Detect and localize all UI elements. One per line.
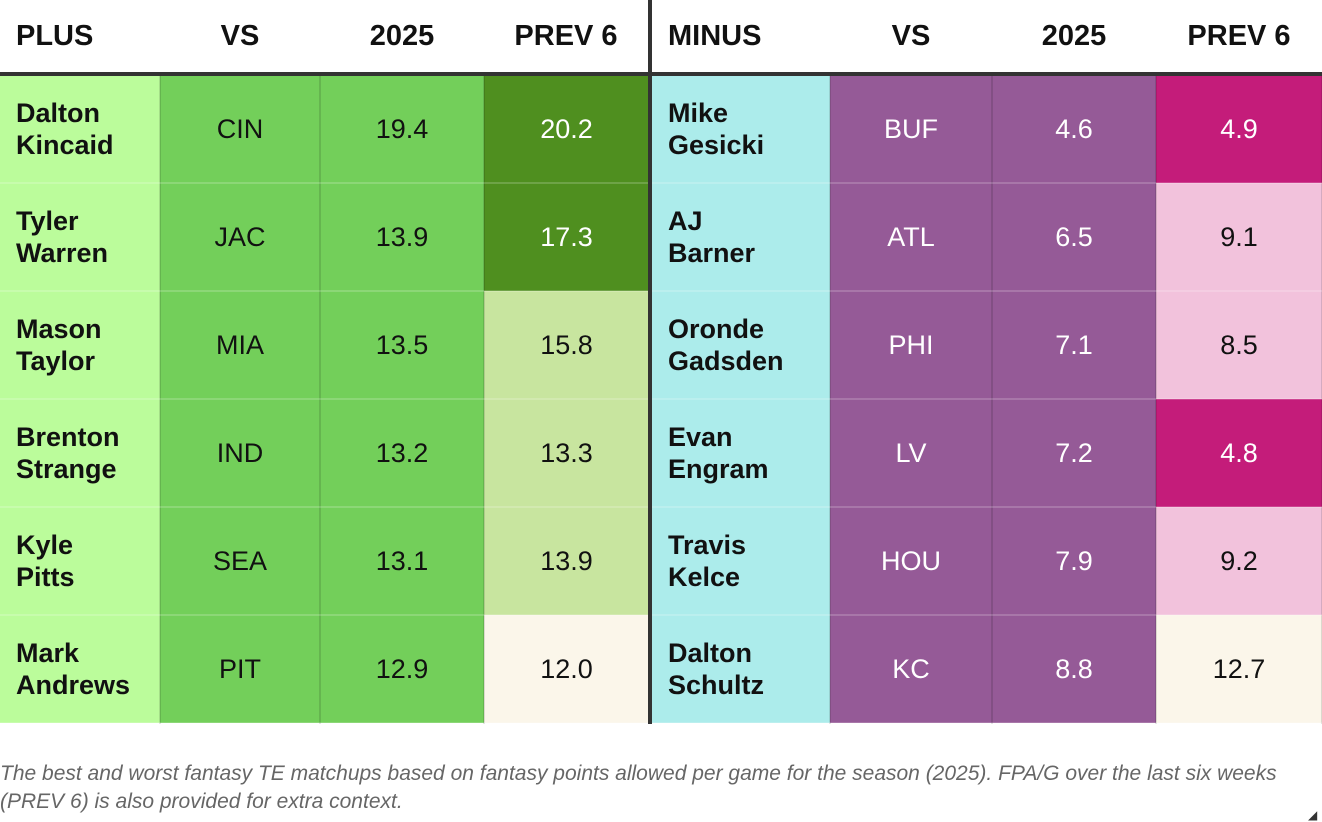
- plus-player-cell: Brenton Strange: [0, 399, 161, 508]
- header-vs-left: VS: [160, 0, 320, 76]
- plus-season-cell: 12.9: [320, 615, 485, 724]
- header-prev6-left: PREV 6: [484, 0, 650, 76]
- table-row: Mark Andrews PIT 12.9 12.0 Dalton Schultz KC 8.8…: [0, 615, 1322, 724]
- table-row: Kyle Pitts SEA 13.1 13.9 Travis Kelce HOU 7.9 9.2: [0, 507, 1322, 616]
- plus-player-cell: Mason Taylor: [0, 291, 161, 400]
- player-first-name: Oronde: [668, 314, 765, 344]
- minus-season-cell: 6.5: [992, 183, 1157, 292]
- table-row: Mason Taylor MIA 13.5 15.8 Oronde Gadsden PHI 7.…: [0, 291, 1322, 400]
- player-first-name: Evan: [668, 422, 733, 452]
- header-minus: MINUS: [648, 0, 830, 76]
- header-vs-right: VS: [830, 0, 992, 76]
- player-first-name: Mike: [668, 98, 729, 128]
- plus-opponent-cell: PIT: [160, 615, 321, 724]
- player-last-name: Andrews: [16, 670, 131, 700]
- minus-prev6-cell: 9.1: [1156, 183, 1322, 292]
- minus-prev6-cell: 12.7: [1156, 615, 1322, 724]
- player-first-name: Dalton: [16, 98, 100, 128]
- player-first-name: Mason: [16, 314, 102, 344]
- minus-player-cell: Travis Kelce: [648, 507, 831, 616]
- player-first-name: Brenton: [16, 422, 120, 452]
- minus-opponent-cell: HOU: [830, 507, 993, 616]
- plus-prev6-cell: 20.2: [484, 74, 651, 184]
- header-prev6-right: PREV 6: [1156, 0, 1322, 76]
- minus-player-cell: Dalton Schultz: [648, 615, 831, 724]
- plus-player-cell: Dalton Kincaid: [0, 74, 161, 184]
- player-last-name: Barner: [668, 238, 756, 268]
- minus-season-cell: 7.9: [992, 507, 1157, 616]
- minus-season-cell: 8.8: [992, 615, 1157, 724]
- plus-prev6-cell: 12.0: [484, 615, 651, 724]
- player-last-name: Kelce: [668, 562, 741, 592]
- plus-season-cell: 13.5: [320, 291, 485, 400]
- plus-player-cell: Tyler Warren: [0, 183, 161, 292]
- plus-opponent-cell: CIN: [160, 74, 321, 184]
- player-last-name: Gadsden: [668, 346, 784, 376]
- minus-prev6-cell: 9.2: [1156, 507, 1322, 616]
- plus-season-cell: 19.4: [320, 74, 485, 184]
- plus-opponent-cell: MIA: [160, 291, 321, 400]
- player-last-name: Schultz: [668, 670, 765, 700]
- plus-prev6-cell: 13.9: [484, 507, 651, 616]
- minus-season-cell: 7.1: [992, 291, 1157, 400]
- minus-opponent-cell: PHI: [830, 291, 993, 400]
- minus-opponent-cell: BUF: [830, 74, 993, 184]
- player-last-name: Kincaid: [16, 130, 114, 160]
- table-body: Dalton Kincaid CIN 19.4 20.2 Mike Gesicki BUF 4.…: [0, 74, 1322, 724]
- plus-opponent-cell: SEA: [160, 507, 321, 616]
- table-row: Dalton Kincaid CIN 19.4 20.2 Mike Gesicki BUF 4.…: [0, 74, 1322, 184]
- player-first-name: Tyler: [16, 206, 79, 236]
- matchups-table: PLUS VS 2025 PREV 6 MINUS VS 2025 PREV 6…: [0, 0, 1322, 724]
- minus-opponent-cell: ATL: [830, 183, 993, 292]
- table-header: PLUS VS 2025 PREV 6 MINUS VS 2025 PREV 6: [0, 0, 1322, 76]
- minus-player-cell: Evan Engram: [648, 399, 831, 508]
- plus-season-cell: 13.1: [320, 507, 485, 616]
- table-caption: The best and worst fantasy TE matchups b…: [0, 762, 1277, 813]
- minus-player-cell: AJ Barner: [648, 183, 831, 292]
- plus-prev6-cell: 13.3: [484, 399, 651, 508]
- header-plus: PLUS: [0, 0, 160, 76]
- minus-opponent-cell: LV: [830, 399, 993, 508]
- plus-season-cell: 13.9: [320, 183, 485, 292]
- minus-season-cell: 4.6: [992, 74, 1157, 184]
- minus-season-cell: 7.2: [992, 399, 1157, 508]
- player-last-name: Strange: [16, 454, 117, 484]
- player-last-name: Gesicki: [668, 130, 765, 160]
- player-last-name: Taylor: [16, 346, 96, 376]
- resize-handle-icon[interactable]: ◢: [1308, 808, 1318, 822]
- minus-opponent-cell: KC: [830, 615, 993, 724]
- minus-prev6-cell: 8.5: [1156, 291, 1322, 400]
- header-2025-right: 2025: [992, 0, 1156, 76]
- plus-opponent-cell: JAC: [160, 183, 321, 292]
- plus-player-cell: Mark Andrews: [0, 615, 161, 724]
- table-row: Brenton Strange IND 13.2 13.3 Evan Engram LV 7.2…: [0, 399, 1322, 508]
- player-last-name: Pitts: [16, 562, 75, 592]
- player-last-name: Warren: [16, 238, 109, 268]
- plus-season-cell: 13.2: [320, 399, 485, 508]
- player-first-name: Mark: [16, 638, 80, 668]
- player-first-name: Kyle: [16, 530, 74, 560]
- player-first-name: Travis: [668, 530, 747, 560]
- minus-prev6-cell: 4.8: [1156, 399, 1322, 508]
- plus-opponent-cell: IND: [160, 399, 321, 508]
- player-first-name: AJ: [668, 206, 703, 236]
- table-row: Tyler Warren JAC 13.9 17.3 AJ Barner ATL 6.5 9.1: [0, 183, 1322, 292]
- header-2025-left: 2025: [320, 0, 484, 76]
- minus-player-cell: Oronde Gadsden: [648, 291, 831, 400]
- minus-prev6-cell: 4.9: [1156, 74, 1322, 184]
- plus-player-cell: Kyle Pitts: [0, 507, 161, 616]
- plus-prev6-cell: 17.3: [484, 183, 651, 292]
- player-last-name: Engram: [668, 454, 769, 484]
- plus-prev6-cell: 15.8: [484, 291, 651, 400]
- minus-player-cell: Mike Gesicki: [648, 74, 831, 184]
- player-first-name: Dalton: [668, 638, 752, 668]
